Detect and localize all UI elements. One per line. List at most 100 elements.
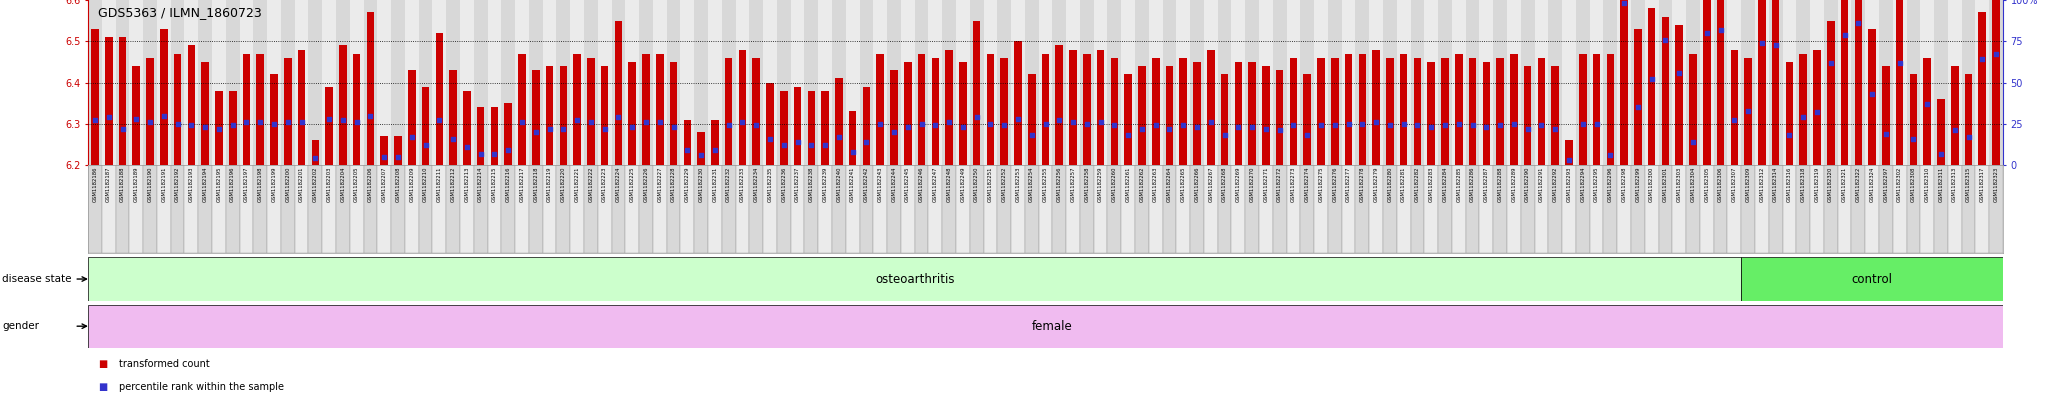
Text: GSM1182277: GSM1182277 [1346,167,1352,202]
Point [1415,124,1448,130]
Bar [1675,25,1683,165]
Bar [887,0,901,165]
Bar [1219,165,1231,253]
Bar [1841,0,1847,165]
Bar [1386,58,1395,165]
Bar [340,45,346,165]
Bar [170,0,184,165]
Point [1180,124,1212,130]
Point [299,155,332,162]
Bar [229,91,236,165]
Bar [1563,0,1575,165]
Text: GSM1182234: GSM1182234 [754,167,758,202]
Point [754,136,786,142]
Text: GSM1182242: GSM1182242 [864,167,868,202]
Point [809,142,842,149]
Bar [1714,165,1726,253]
Point [532,126,565,132]
Bar [1397,165,1411,253]
Text: GSM1182310: GSM1182310 [1925,167,1929,202]
Text: GSM1182304: GSM1182304 [1690,167,1696,202]
Point [506,119,539,125]
Bar [295,0,309,165]
Bar [1962,0,1976,165]
Text: GSM1182276: GSM1182276 [1333,167,1337,202]
Bar [1083,53,1092,165]
Bar [473,165,487,253]
Text: GSM1182286: GSM1182286 [1470,167,1475,202]
Text: GSM1182197: GSM1182197 [244,167,250,202]
Point [1980,51,2013,58]
Bar [1286,165,1300,253]
Point [629,119,662,125]
Bar [1810,0,1825,165]
Bar [1479,165,1493,253]
Bar [158,165,170,253]
Bar [598,165,612,253]
Text: GSM1182264: GSM1182264 [1167,167,1171,202]
Bar [1468,58,1477,165]
Bar [1962,165,1976,253]
Bar [1370,0,1382,165]
Bar [1346,53,1352,165]
Text: GSM1182275: GSM1182275 [1319,167,1323,202]
Point [410,142,442,149]
Bar [406,0,418,165]
Bar [559,66,567,165]
Bar [1565,140,1573,165]
Point [836,149,868,155]
Text: GSM1182216: GSM1182216 [506,167,510,202]
Bar [1438,165,1452,253]
Bar [1964,74,1972,165]
Text: GSM1182261: GSM1182261 [1126,167,1130,202]
Bar [1165,66,1174,165]
Point [1235,124,1268,130]
Bar [860,0,872,165]
Text: GDS5363 / ILMN_1860723: GDS5363 / ILMN_1860723 [98,6,262,19]
Point [1526,122,1559,129]
Bar [1411,165,1423,253]
Bar [281,165,295,253]
Bar [1024,165,1038,253]
Text: GSM1182256: GSM1182256 [1057,167,1061,202]
Point [1649,37,1681,43]
Bar [254,0,266,165]
Point [1552,157,1585,163]
Bar [1659,0,1673,165]
Text: GSM1182196: GSM1182196 [229,167,236,202]
Bar [516,0,528,165]
Point [1305,122,1337,129]
Bar [545,66,553,165]
Bar [569,165,584,253]
Bar [1837,0,1851,165]
Bar [1276,70,1284,165]
Text: GSM1182315: GSM1182315 [1966,167,1970,202]
Bar [629,62,637,165]
Point [1071,121,1104,127]
Bar [1993,0,1999,165]
Bar [1120,0,1135,165]
Bar [918,53,926,165]
Bar [1827,20,1835,165]
Bar [352,53,360,165]
Bar [1149,165,1163,253]
Text: GSM1182226: GSM1182226 [643,167,649,202]
Bar [270,74,279,165]
Text: GSM1182287: GSM1182287 [1485,167,1489,202]
Point [975,121,1008,127]
Bar [2017,305,2048,348]
Bar [1204,165,1219,253]
Bar [1249,62,1255,165]
Bar [625,165,639,253]
Bar [1067,0,1079,165]
Text: GSM1182236: GSM1182236 [780,167,786,202]
Bar [1042,53,1049,165]
Bar [1923,58,1931,165]
Bar [1149,0,1163,165]
Bar [295,165,309,253]
Bar [518,53,526,165]
Bar [653,0,668,165]
Point [1896,136,1929,142]
Bar [725,58,733,165]
Text: GSM1182320: GSM1182320 [1829,167,1833,202]
